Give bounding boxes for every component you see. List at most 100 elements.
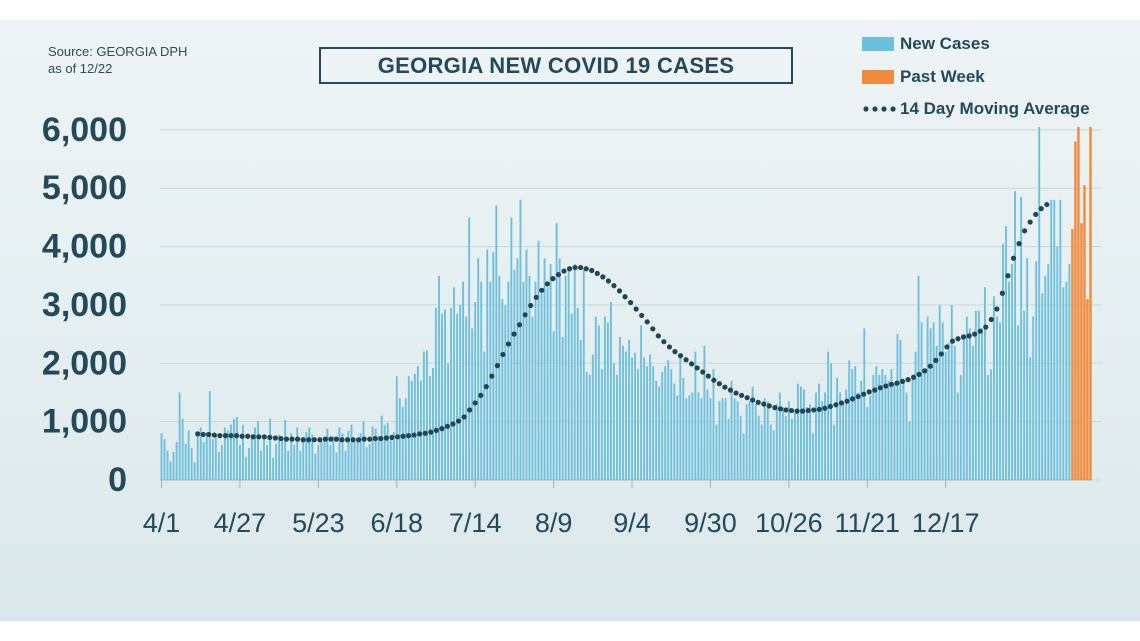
y-tick-label: 2,000 xyxy=(42,344,127,382)
bar-new-cases xyxy=(389,439,392,480)
moving-average-point xyxy=(511,331,517,337)
moving-average-point xyxy=(755,399,761,405)
bar-new-cases xyxy=(570,313,573,480)
bar-past-week xyxy=(1083,185,1086,480)
bar-new-cases xyxy=(299,450,302,480)
bar-new-cases xyxy=(1038,126,1041,480)
bar-new-cases xyxy=(899,339,902,480)
moving-average-point xyxy=(972,331,978,337)
bar-new-cases xyxy=(235,416,238,480)
bar-new-cases xyxy=(673,383,676,480)
bar-new-cases xyxy=(528,275,531,480)
moving-average-point xyxy=(861,391,867,397)
moving-average-point xyxy=(938,351,944,357)
bar-new-cases xyxy=(938,304,941,480)
bar-past-week xyxy=(1080,223,1083,480)
bar-new-cases xyxy=(507,281,510,480)
moving-average-point xyxy=(300,437,306,443)
chart-title-box: GEORGIA NEW COVID 19 CASES xyxy=(319,47,793,84)
bar-new-cases xyxy=(459,304,462,480)
bar-new-cases xyxy=(410,380,413,480)
bar-new-cases xyxy=(971,345,974,480)
moving-average-point xyxy=(550,276,556,282)
bar-new-cases xyxy=(429,376,431,480)
moving-average-point xyxy=(816,406,822,412)
bar-new-cases xyxy=(649,354,652,480)
bar-new-cases xyxy=(845,389,848,480)
bar-new-cases xyxy=(263,437,265,480)
bar-new-cases xyxy=(504,304,507,480)
bar-new-cases xyxy=(616,374,618,480)
moving-average-point xyxy=(439,426,445,432)
bar-new-cases xyxy=(1008,281,1010,480)
bar-new-cases xyxy=(751,386,754,480)
moving-average-point xyxy=(267,434,273,440)
moving-average-point xyxy=(788,407,795,414)
moving-average-point xyxy=(433,427,439,433)
x-tick-label: 7/14 xyxy=(449,508,502,538)
bar-new-cases xyxy=(911,374,914,480)
moving-average-point xyxy=(594,270,600,277)
bar-new-cases xyxy=(257,421,259,480)
moving-average-point xyxy=(855,393,861,400)
moving-average-point xyxy=(422,430,428,436)
moving-average-point xyxy=(428,429,434,435)
bar-past-week xyxy=(1089,126,1092,480)
bar-new-cases xyxy=(715,424,718,480)
moving-average-point xyxy=(483,384,489,390)
moving-average-point xyxy=(922,368,928,374)
bar-new-cases xyxy=(739,415,742,480)
moving-average-point xyxy=(722,384,728,390)
bar-new-cases xyxy=(549,264,552,480)
bar-new-cases xyxy=(625,351,627,480)
bar-new-cases xyxy=(477,258,480,480)
bar-new-cases xyxy=(757,415,760,480)
moving-average-point xyxy=(494,363,500,369)
bar-new-cases xyxy=(444,309,446,480)
bar-new-cases xyxy=(1011,264,1014,480)
y-tick-label: 3,000 xyxy=(42,286,127,324)
bar-new-cases xyxy=(588,374,591,480)
source-line: Source: GEORGIA DPH xyxy=(48,44,188,59)
bar-new-cases xyxy=(860,380,863,480)
bar-new-cases xyxy=(359,433,362,480)
bar-new-cases xyxy=(441,313,443,480)
bar-new-cases xyxy=(585,372,588,480)
bar-new-cases xyxy=(474,302,477,480)
moving-average-point xyxy=(306,437,312,443)
moving-average-point xyxy=(444,423,451,429)
moving-average-point xyxy=(450,421,456,427)
bar-new-cases xyxy=(178,392,181,480)
bar-new-cases xyxy=(999,322,1001,480)
bar-new-cases xyxy=(217,451,220,480)
moving-average-point xyxy=(988,316,994,323)
bar-new-cases xyxy=(540,293,543,480)
moving-average-point xyxy=(272,435,278,441)
bar-new-cases xyxy=(1032,316,1035,480)
bar-new-cases xyxy=(968,328,971,480)
moving-average-point xyxy=(833,402,839,408)
bar-new-cases xyxy=(374,428,377,480)
moving-average-point xyxy=(949,338,956,344)
bar-new-cases xyxy=(1047,264,1050,480)
moving-average-point xyxy=(500,351,506,358)
moving-average-point xyxy=(539,287,545,293)
bar-new-cases xyxy=(1026,258,1029,480)
bar-new-cases xyxy=(821,401,823,480)
bar-new-cases xyxy=(1056,246,1059,480)
moving-average-point xyxy=(372,435,378,442)
bar-new-cases xyxy=(781,407,784,480)
bar-new-cases xyxy=(163,439,166,480)
bars-past-week xyxy=(1071,126,1092,481)
bar-new-cases xyxy=(275,443,278,480)
x-tick-label: 6/18 xyxy=(370,508,423,538)
bar-new-cases xyxy=(160,433,163,480)
moving-average-point xyxy=(339,437,345,443)
bar-new-cases xyxy=(733,398,736,480)
bars-new-cases xyxy=(160,126,1071,481)
bar-new-cases xyxy=(211,439,214,480)
x-tick-label: 4/1 xyxy=(143,508,181,538)
bar-new-cases xyxy=(977,310,980,480)
bar-new-cases xyxy=(419,380,422,480)
moving-average-point xyxy=(849,396,856,402)
